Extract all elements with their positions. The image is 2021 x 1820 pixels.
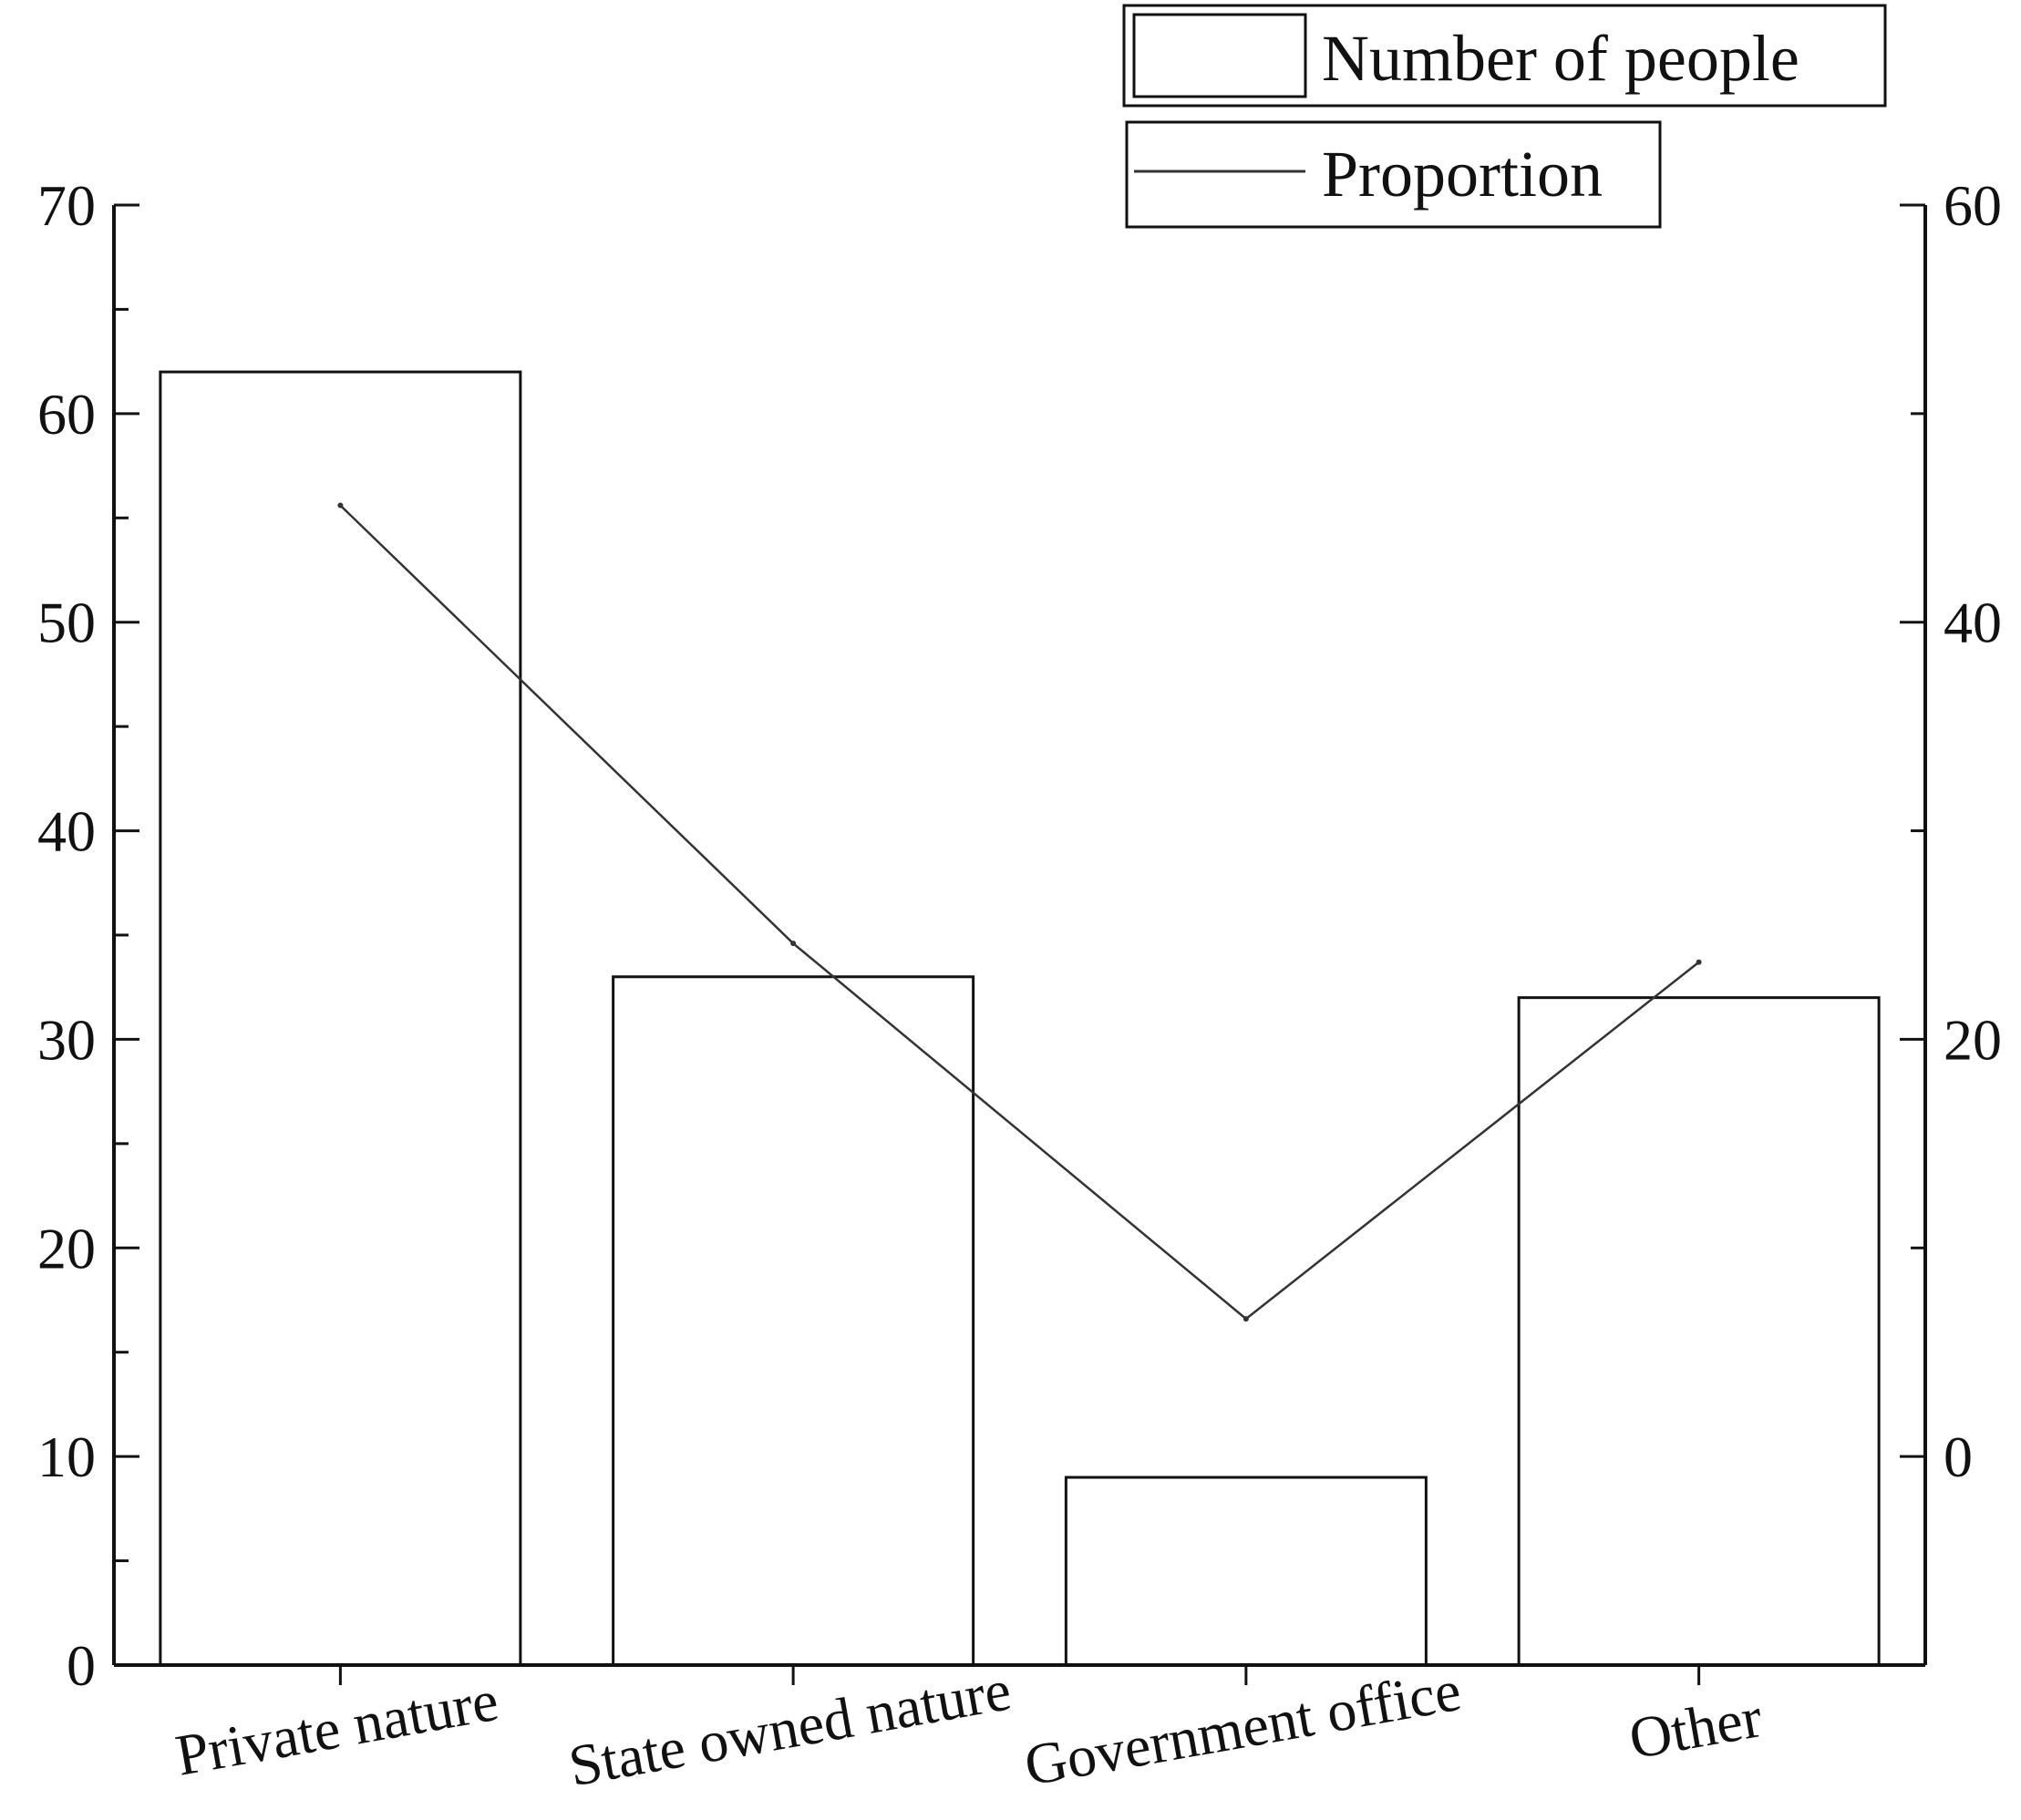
y-right-tick-label-0: 0 [1944, 1424, 1973, 1489]
legend-box-proportion [1125, 120, 1662, 229]
y-left-tick-label-40: 40 [37, 799, 96, 864]
legend-box-number-of-people [1122, 4, 1887, 108]
y-right-tick-label-60: 60 [1944, 173, 2002, 238]
x-category-label-other: Other [1624, 1684, 1767, 1771]
x-category-label-state-owned-nature: State owned nature [564, 1657, 1016, 1798]
bar-private-nature [159, 370, 522, 1667]
y-left-tick-label-30: 30 [37, 1007, 96, 1072]
legend-label-proportion: Proportion [1322, 138, 1603, 211]
proportion-line-layer [337, 502, 1702, 1322]
bar-state-owned-nature [612, 975, 975, 1667]
bars-layer [159, 370, 1881, 1667]
y-left-tick-label-0: 0 [67, 1633, 96, 1698]
proportion-point-government-office [1243, 1316, 1249, 1322]
x-category-label-private-nature: Private nature [171, 1668, 503, 1788]
y-left-tick-label-10: 10 [37, 1424, 96, 1489]
y-left-tick-label-50: 50 [37, 591, 96, 655]
proportion-point-other [1696, 959, 1702, 965]
legend: Number of people Proportion [1122, 4, 1887, 229]
y-right-tick-label-20: 20 [1944, 1007, 2002, 1072]
proportion-point-state-owned-nature [790, 941, 797, 947]
legend-swatch-number-of-people [1132, 13, 1307, 98]
proportion-line [339, 504, 1700, 1321]
proportion-point-private-nature [337, 502, 344, 509]
bar-government-office [1064, 1476, 1428, 1667]
y-left-tick-label-70: 70 [37, 173, 96, 238]
bar-other [1517, 996, 1881, 1667]
y-left-tick-label-60: 60 [37, 382, 96, 447]
y-right-tick-label-40: 40 [1944, 591, 2002, 655]
x-category-label-government-office: Government office [1020, 1658, 1466, 1798]
axes-layer [112, 203, 1927, 1685]
legend-label-number-of-people: Number of people [1322, 22, 1799, 95]
y-left-tick-label-20: 20 [37, 1216, 96, 1280]
